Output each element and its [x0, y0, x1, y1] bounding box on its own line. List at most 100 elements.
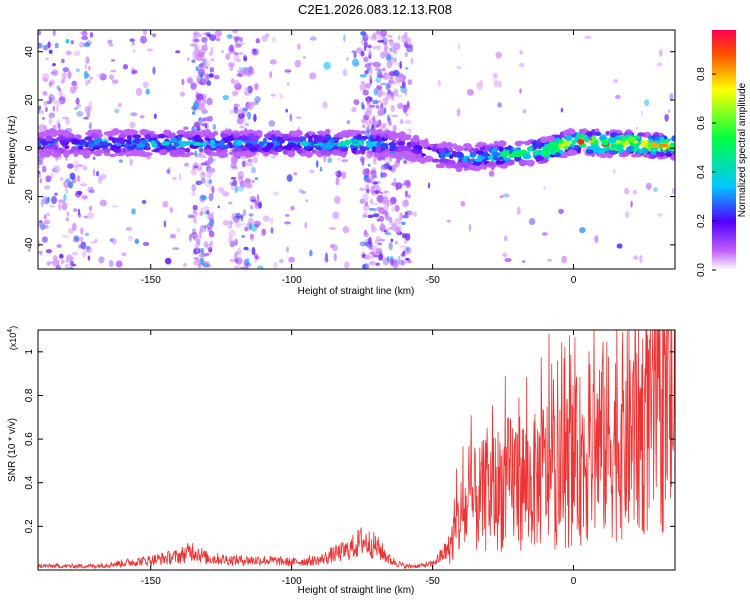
heatmap-blob-2361	[161, 141, 170, 146]
heatmap-blob-1203	[246, 67, 251, 76]
heatmap-blob-381	[364, 200, 369, 207]
heatmap-blob-51	[125, 226, 132, 231]
heatmap-blob-1154	[364, 110, 372, 117]
heatmap-blob-625	[55, 99, 63, 106]
heatmap-blob-408	[353, 99, 360, 106]
heatmap-blob-557	[390, 91, 394, 99]
heatmap-blob-2358	[509, 159, 515, 165]
heatmap-blob-656	[131, 42, 136, 46]
heatmap-blob-1058	[204, 42, 207, 51]
heatmap-blob-519	[75, 97, 80, 105]
heatmap-blob-470	[58, 202, 62, 211]
heatmap-blob-186	[88, 65, 91, 71]
heatmap-blob-2363	[360, 135, 369, 140]
heatmap-blob-1037	[45, 57, 50, 60]
heatmap-blob-359	[199, 229, 202, 238]
heatmap-blob-2382	[115, 143, 123, 147]
heatmap-blob-761	[65, 216, 70, 221]
heatmap-blob-2311	[449, 154, 454, 159]
heatmap-blob-2366	[233, 132, 240, 137]
heatmap-blob-152	[231, 30, 239, 34]
heatmap-blob-288	[394, 204, 400, 212]
heatmap-blob-1022	[370, 34, 378, 41]
heatmap-blob-1961	[212, 152, 219, 157]
heatmap-blob-859	[142, 241, 150, 246]
heatmap-blob-2420	[168, 150, 178, 155]
heatmap-blob-813	[235, 163, 238, 167]
heatmap-blob-980	[193, 162, 199, 167]
heatmap-blob-2416	[371, 145, 377, 153]
heatmap-blob-1146	[186, 77, 193, 84]
heatmap-blob-175	[237, 52, 244, 55]
heatmap-blob-1953	[424, 156, 430, 162]
heatmap-blob-1163	[405, 193, 411, 199]
snr-y-label-3: 0.8	[24, 388, 35, 402]
heatmap-blob-966	[407, 194, 411, 199]
heatmap-blob-830	[262, 215, 270, 222]
heatmap-blob-211	[42, 91, 48, 96]
heatmap-blob-406	[87, 79, 91, 84]
snr-x-label-1: -100	[282, 576, 302, 587]
heatmap-blob-2357	[40, 139, 49, 146]
spectrogram-y-label-2: 0	[24, 145, 35, 151]
spectrogram-frame	[37, 29, 676, 270]
heatmap-blob-1136	[38, 220, 42, 228]
heatmap-blob-136	[365, 82, 372, 89]
heatmap-blob-610	[261, 35, 268, 43]
heatmap-blob-897	[380, 51, 386, 59]
heatmap-blob-2410	[390, 141, 396, 149]
heatmap-blob-146	[209, 34, 217, 41]
heatmap-blob-1702	[417, 153, 422, 158]
heatmap-blob-857	[653, 187, 658, 193]
heatmap-blob-512	[131, 69, 138, 74]
heatmap-blob-887	[39, 220, 43, 223]
heatmap-blob-501	[387, 34, 393, 38]
heatmap-blob-781	[377, 119, 382, 127]
heatmap-blob-21	[372, 202, 379, 206]
heatmap-blob-2240	[567, 149, 577, 156]
heatmap-blob-574	[65, 218, 70, 222]
heatmap-blob-2279	[642, 153, 651, 158]
heatmap-blob-2048	[282, 145, 293, 151]
heatmap-blob-91	[293, 172, 298, 176]
heatmap-blob-2327	[518, 159, 527, 167]
heatmap-blob-1221	[208, 219, 214, 227]
heatmap-blob-1208	[68, 181, 73, 189]
heatmap-blob-665	[376, 88, 383, 98]
heatmap-blob-1201	[69, 86, 77, 94]
heatmap-blob-2381	[71, 138, 80, 145]
heatmap-blob-2256	[54, 150, 61, 154]
spectrogram-x-label-1: -100	[282, 275, 302, 286]
heatmap-blob-716	[380, 170, 383, 179]
heatmap-blob-974	[301, 190, 306, 194]
heatmap-blob-1787	[373, 152, 382, 158]
snr-y-multiplier: (x104)	[7, 326, 18, 350]
heatmap-blob-672	[162, 200, 169, 208]
heatmap-blob-556	[201, 36, 208, 43]
heatmap-blob-2217	[108, 136, 114, 141]
heatmap-blob-1188	[45, 175, 52, 183]
heatmap-blob-2336	[626, 146, 635, 152]
heatmap-blob-896	[319, 166, 323, 172]
heatmap-blob-2020	[598, 136, 607, 140]
heatmap-blob-795	[67, 70, 72, 80]
heatmap-blob-1145	[388, 120, 392, 127]
heatmap-blob-2068	[383, 131, 391, 135]
heatmap-blob-841	[289, 113, 293, 122]
heatmap-blob-748	[83, 116, 89, 120]
heatmap-blob-504	[205, 243, 213, 250]
heatmap-blob-954	[468, 223, 472, 232]
heatmap-blob-720	[80, 241, 87, 250]
heatmap-blob-230	[394, 75, 403, 83]
heatmap-blob-675	[47, 41, 51, 49]
heatmap-blob-1892	[337, 152, 348, 157]
heatmap-blob-835	[248, 217, 255, 225]
heatmap-blob-1215	[656, 62, 663, 67]
heatmap-blob-623	[207, 60, 211, 67]
heatmap-blob-655	[377, 107, 385, 114]
heatmap-blob-2071	[272, 142, 281, 147]
heatmap-blob-2258	[579, 128, 584, 135]
heatmap-blob-1030	[108, 259, 114, 268]
heatmap-blob-1148	[253, 200, 260, 206]
heatmap-blob-981	[71, 222, 77, 231]
